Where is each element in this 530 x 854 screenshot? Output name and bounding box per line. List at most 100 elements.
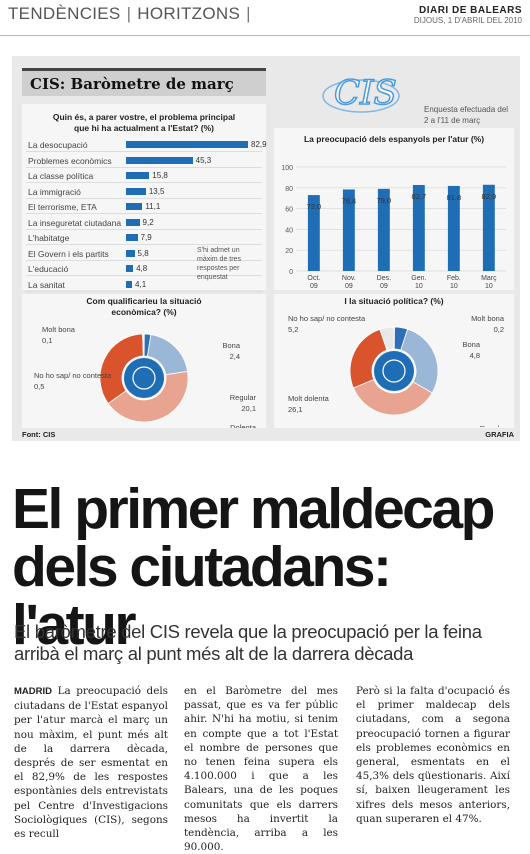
- graphic-credit: GRAFIA: [485, 430, 514, 439]
- slice-name-label: Regular: [480, 424, 507, 427]
- slice-value-label: 2,4: [230, 352, 240, 361]
- problem-bar: [126, 281, 132, 288]
- problem-bar-row: El terrorisme, ETA 11,1: [26, 200, 262, 214]
- year-label: 09: [345, 283, 353, 290]
- y-tick-label: 100: [281, 165, 293, 172]
- problem-category-label: La inseguretat ciutadana: [28, 218, 121, 228]
- unemployment-panel: La preocupació dels espanyols per l'atur…: [274, 128, 514, 290]
- section-tendencies[interactable]: TENDÈNCIES: [8, 4, 121, 23]
- problem-bar: [126, 172, 149, 179]
- problem-note: S'hi admet un màxim de tres respostes pe…: [197, 246, 257, 282]
- y-tick-label: 0: [289, 269, 293, 276]
- problem-panel: Quin és, a parer vostre, el problema pri…: [22, 104, 266, 290]
- unemployment-value-label: 82,7: [412, 192, 427, 201]
- slice-value-label: 5,2: [288, 325, 298, 334]
- problem-category-label: La desocupació: [28, 140, 88, 150]
- problem-bar-row: L'habitatge 7,9: [26, 231, 262, 245]
- section-horitzons[interactable]: HORITZONS: [137, 4, 240, 23]
- politics-donut-chart: Molt bona0,2Bona4,8Regular28,3Dolenta35,…: [274, 307, 514, 427]
- problem-category-label: L'habitatge: [28, 233, 69, 243]
- economy-donut-chart: Molt bona0,1Bona2,4Regular20,1Dolenta42,…: [22, 318, 266, 428]
- donut-center: [124, 358, 164, 398]
- infographic: CIS: Baròmetre de març CIS Enquesta efec…: [12, 56, 520, 441]
- slice-value-label: 4,8: [470, 351, 480, 360]
- politics-chart-title: I la situació política? (%): [274, 294, 514, 307]
- problem-category-label: Problemes econòmics: [28, 156, 112, 166]
- problem-bar: [126, 219, 140, 226]
- slice-name-label: No ho sap/ no contesta: [34, 371, 112, 380]
- problem-bar: [126, 234, 138, 241]
- unemployment-value-label: 82,9: [482, 192, 497, 201]
- month-label: Març: [481, 275, 497, 282]
- unemployment-value-label: 79,0: [377, 196, 392, 205]
- unemployment-value-label: 78,4: [342, 196, 357, 205]
- problem-value-label: 7,9: [141, 233, 152, 242]
- slice-name-label: Molt dolenta: [288, 394, 330, 403]
- problem-category-label: La immigració: [28, 187, 81, 197]
- unemployment-value-label: 81,8: [447, 193, 462, 202]
- problem-value-label: 15,8: [152, 171, 168, 180]
- slice-value-label: 0,5: [34, 382, 44, 391]
- unemployment-value-label: 73,0: [307, 202, 322, 211]
- masthead: DIARI DE BALEARS DIJOUS, 1 D'ABRIL DEL 2…: [414, 5, 522, 25]
- subheadline: El baròmetre del CIS revela que la preoc…: [14, 621, 524, 665]
- problem-category-label: La classe política: [28, 171, 93, 181]
- problem-value-label: 11,1: [145, 202, 160, 211]
- section-header: TENDÈNCIES|HORITZONS|: [8, 4, 257, 24]
- donut-slice: [143, 334, 144, 356]
- issue-date: DIJOUS, 1 D'ABRIL DEL 2010: [414, 16, 522, 25]
- headline-line1: El primer maldecap: [12, 480, 522, 538]
- cis-logo: CIS: [320, 64, 402, 119]
- y-tick-label: 80: [285, 186, 293, 193]
- slice-name-label: Regular: [230, 393, 257, 402]
- paper-name: DIARI DE BALEARS: [414, 5, 522, 16]
- problem-category-label: El terrorisme, ETA: [28, 202, 97, 212]
- problem-bar-row: La immigració 13,5: [26, 185, 262, 199]
- slice-name-label: Bona: [222, 341, 240, 350]
- problem-value-label: 13,5: [149, 187, 165, 196]
- top-bar: TENDÈNCIES|HORITZONS| DIARI DE BALEARS D…: [0, 0, 530, 36]
- problem-value-label: 4,1: [135, 280, 146, 289]
- economy-chart-title: Com qualificarieu la situació econòmica?…: [22, 294, 266, 318]
- month-label: Des.: [377, 275, 391, 282]
- infographic-title: CIS: Baròmetre de març: [22, 68, 266, 96]
- donut-center: [374, 351, 414, 391]
- slice-name-label: Dolenta: [230, 423, 257, 428]
- problem-value-label: 45,3: [196, 156, 212, 165]
- slice-value-label: 20,1: [241, 404, 256, 413]
- logo-text: CIS: [334, 73, 397, 113]
- problem-value-label: 4,8: [136, 264, 147, 273]
- year-label: 09: [310, 283, 318, 290]
- problem-bar-row: Problemes econòmics 45,3: [26, 154, 262, 168]
- y-tick-label: 60: [285, 207, 293, 214]
- problem-category-label: L'educació: [28, 264, 68, 274]
- problem-value-label: 5,8: [138, 249, 149, 258]
- slice-name-label: Bona: [462, 340, 480, 349]
- year-label: 10: [450, 283, 458, 290]
- problem-chart-title: Quin és, a parer vostre, el problema pri…: [22, 104, 266, 134]
- column-1-text: La preocupació dels ciutadans de l'Estat…: [14, 685, 168, 840]
- problem-bar: [126, 157, 193, 164]
- problem-bar-row: La classe política 15,8: [26, 169, 262, 183]
- slice-value-label: 0,1: [42, 336, 52, 345]
- problem-category-label: La sanitat: [28, 280, 65, 290]
- problem-category-label: El Govern i els partits: [28, 249, 109, 259]
- economy-panel: Com qualificarieu la situació econòmica?…: [22, 294, 266, 428]
- unemployment-chart: 10080604020073,0Oct.0978,4Nov.0979,0Des.…: [274, 145, 514, 291]
- month-label: Gen.: [411, 275, 426, 282]
- slice-value-label: 0,2: [494, 325, 504, 334]
- slice-name-label: Molt bona: [42, 325, 76, 334]
- y-tick-label: 20: [285, 248, 293, 255]
- y-tick-label: 40: [285, 227, 293, 234]
- source-credit: Font: CIS: [22, 430, 55, 439]
- problem-bar: [126, 203, 142, 210]
- slice-value-label: 26,1: [288, 405, 303, 414]
- month-label: Nov.: [342, 275, 356, 282]
- problem-value-label: 82,9: [251, 140, 267, 149]
- article-column-2: en el Baròmetre del mes passat, que es v…: [184, 684, 338, 854]
- year-label: 10: [485, 283, 493, 290]
- unemployment-chart-title: La preocupació dels espanyols per l'atur…: [274, 128, 514, 145]
- problem-bar: [126, 265, 133, 272]
